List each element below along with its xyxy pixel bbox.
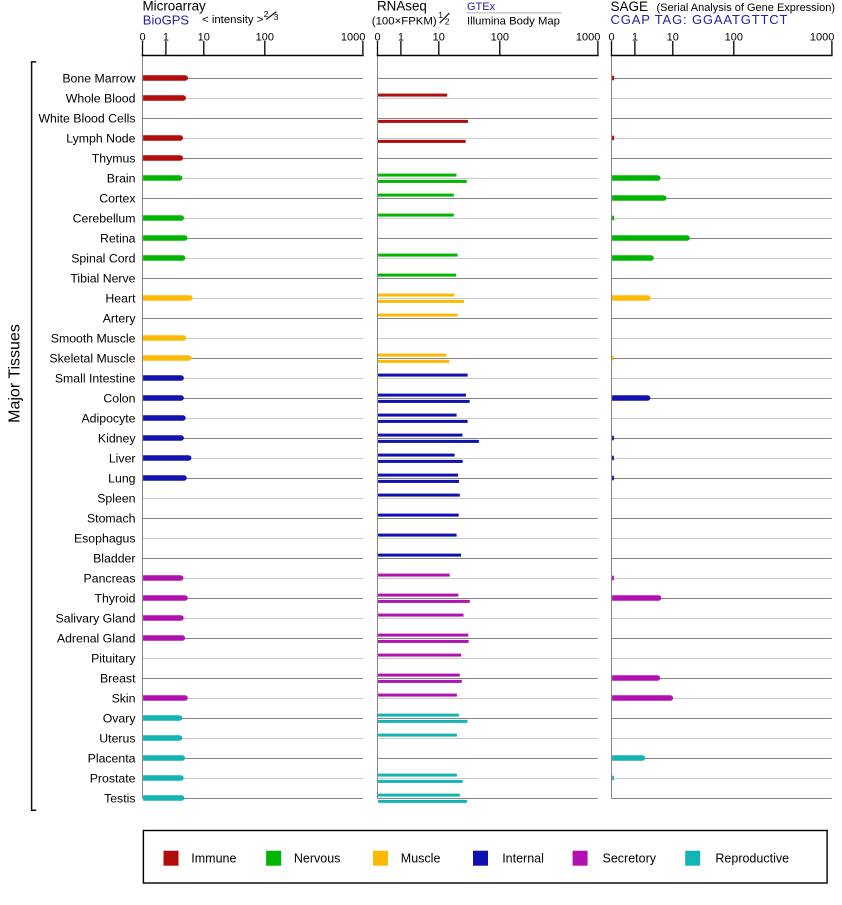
svg-text:Cerebellum: Cerebellum: [73, 211, 136, 225]
svg-text:Skeletal Muscle: Skeletal Muscle: [49, 351, 135, 365]
svg-text:0: 0: [608, 31, 614, 43]
svg-text:10: 10: [198, 31, 210, 43]
svg-text:(100×FPKM): (100×FPKM): [372, 16, 437, 28]
svg-text:GTEx: GTEx: [467, 1, 496, 13]
svg-text:Whole Blood: Whole Blood: [66, 91, 136, 105]
svg-text:Thymus: Thymus: [92, 151, 136, 165]
svg-text:White Blood Cells: White Blood Cells: [38, 111, 135, 125]
svg-text:Uterus: Uterus: [99, 731, 135, 745]
svg-text:10: 10: [667, 31, 679, 43]
svg-text:Esophagus: Esophagus: [74, 531, 136, 545]
svg-text:Internal: Internal: [502, 851, 544, 865]
svg-text:Spleen: Spleen: [97, 491, 135, 505]
svg-text:Prostate: Prostate: [90, 771, 136, 785]
svg-text:Thyroid: Thyroid: [94, 591, 135, 605]
svg-text:Ovary: Ovary: [103, 711, 137, 725]
svg-text:Stomach: Stomach: [87, 511, 136, 525]
svg-text:Colon: Colon: [103, 391, 135, 405]
svg-text:Major Tissues: Major Tissues: [7, 324, 24, 423]
svg-text:1: 1: [163, 31, 169, 43]
svg-text:BioGPS: BioGPS: [143, 13, 190, 28]
svg-text:Skin: Skin: [112, 691, 136, 705]
svg-text:Tibial Nerve: Tibial Nerve: [70, 271, 135, 285]
svg-text:Small Intestine: Small Intestine: [55, 371, 136, 385]
svg-text:1: 1: [438, 10, 443, 20]
svg-text:1: 1: [632, 31, 638, 43]
svg-text:100: 100: [725, 31, 743, 43]
svg-text:Reproductive: Reproductive: [715, 851, 789, 865]
svg-text:Artery: Artery: [103, 311, 137, 325]
svg-text:0: 0: [139, 31, 145, 43]
svg-text:Breast: Breast: [100, 671, 136, 685]
svg-text:Secretory: Secretory: [603, 851, 657, 865]
svg-text:Pituitary: Pituitary: [91, 651, 136, 665]
svg-text:1000: 1000: [810, 31, 834, 43]
svg-text:Muscle: Muscle: [401, 851, 441, 865]
svg-text:Bone Marrow: Bone Marrow: [62, 71, 135, 85]
svg-text:1000: 1000: [576, 31, 600, 43]
svg-text:Heart: Heart: [105, 291, 136, 305]
svg-text:1000: 1000: [341, 31, 365, 43]
svg-text:2: 2: [445, 17, 450, 27]
svg-text:Smooth Muscle: Smooth Muscle: [51, 331, 136, 345]
svg-text:Spinal Cord: Spinal Cord: [71, 251, 135, 265]
svg-text:100: 100: [256, 31, 274, 43]
svg-text:RNAseq: RNAseq: [377, 0, 427, 14]
svg-text:Kidney: Kidney: [98, 431, 136, 445]
svg-text:SAGE: SAGE: [611, 0, 649, 14]
svg-text:100: 100: [491, 31, 509, 43]
svg-text:Adipocyte: Adipocyte: [81, 411, 135, 425]
svg-text:Microarray: Microarray: [143, 0, 207, 13]
svg-text:Immune: Immune: [191, 851, 236, 865]
svg-text:1: 1: [398, 31, 404, 43]
svg-text:Testis: Testis: [104, 791, 135, 805]
svg-text:10: 10: [433, 31, 445, 43]
svg-text:Lymph Node: Lymph Node: [66, 131, 135, 145]
svg-text:Illumina Body Map: Illumina Body Map: [467, 15, 560, 27]
svg-text:2: 2: [264, 9, 269, 19]
svg-text:Placenta: Placenta: [88, 751, 136, 765]
svg-text:Brain: Brain: [107, 171, 136, 185]
svg-text:Adrenal Gland: Adrenal Gland: [57, 631, 136, 645]
svg-text:Lung: Lung: [108, 471, 136, 485]
svg-text:Bladder: Bladder: [93, 551, 135, 565]
svg-text:Liver: Liver: [109, 451, 136, 465]
svg-text:Salivary Gland: Salivary Gland: [56, 611, 136, 625]
svg-text:< intensity >: < intensity >: [202, 14, 264, 26]
svg-text:3: 3: [274, 12, 279, 22]
svg-text:Nervous: Nervous: [294, 851, 341, 865]
svg-text:(Serial Analysis of Gene Expre: (Serial Analysis of Gene Expression): [657, 2, 836, 14]
svg-text:Pancreas: Pancreas: [84, 571, 136, 585]
svg-text:0: 0: [374, 31, 380, 43]
svg-text:CGAP TAG: GGAATGTTCT: CGAP TAG: GGAATGTTCT: [611, 12, 789, 27]
svg-text:Cortex: Cortex: [99, 191, 136, 205]
svg-text:Retina: Retina: [100, 231, 136, 245]
